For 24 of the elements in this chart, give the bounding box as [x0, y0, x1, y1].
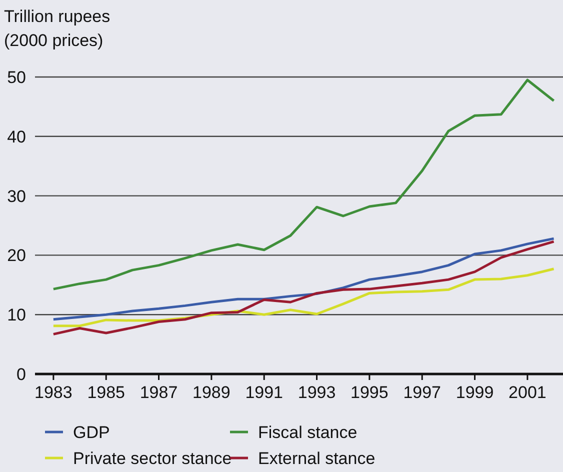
legend-label: GDP: [73, 422, 110, 442]
y-tick-label: 40: [7, 127, 26, 146]
y-tick-label: 50: [7, 68, 26, 87]
line-series: [52, 237, 556, 321]
x-tick-label: 1983: [34, 383, 72, 402]
x-tick-label: 1985: [87, 383, 126, 402]
x-tick-label: 1997: [403, 383, 442, 402]
x-tick-label: 1995: [350, 383, 388, 402]
x-tick-label: 1999: [456, 383, 494, 402]
x-tick-label: 1991: [245, 383, 284, 402]
y-tick-label: 0: [16, 364, 26, 384]
legend-label: Fiscal stance: [258, 422, 358, 442]
line-series: [52, 240, 556, 336]
legend-label: Private sector stance: [73, 448, 232, 468]
x-tick-label: 1989: [192, 383, 230, 402]
y-tick-label: 30: [7, 186, 26, 206]
x-tick-label: 2001: [508, 383, 546, 402]
x-tick-label: 1993: [298, 383, 336, 402]
legend-label: External stance: [258, 448, 376, 468]
y-tick-label: 10: [7, 306, 26, 325]
y-tick-label: 20: [7, 246, 26, 266]
x-tick-label: 1987: [140, 383, 178, 402]
y-axis-title: Trillion rupees (2000 prices): [4, 7, 110, 50]
line-series: [52, 78, 556, 290]
